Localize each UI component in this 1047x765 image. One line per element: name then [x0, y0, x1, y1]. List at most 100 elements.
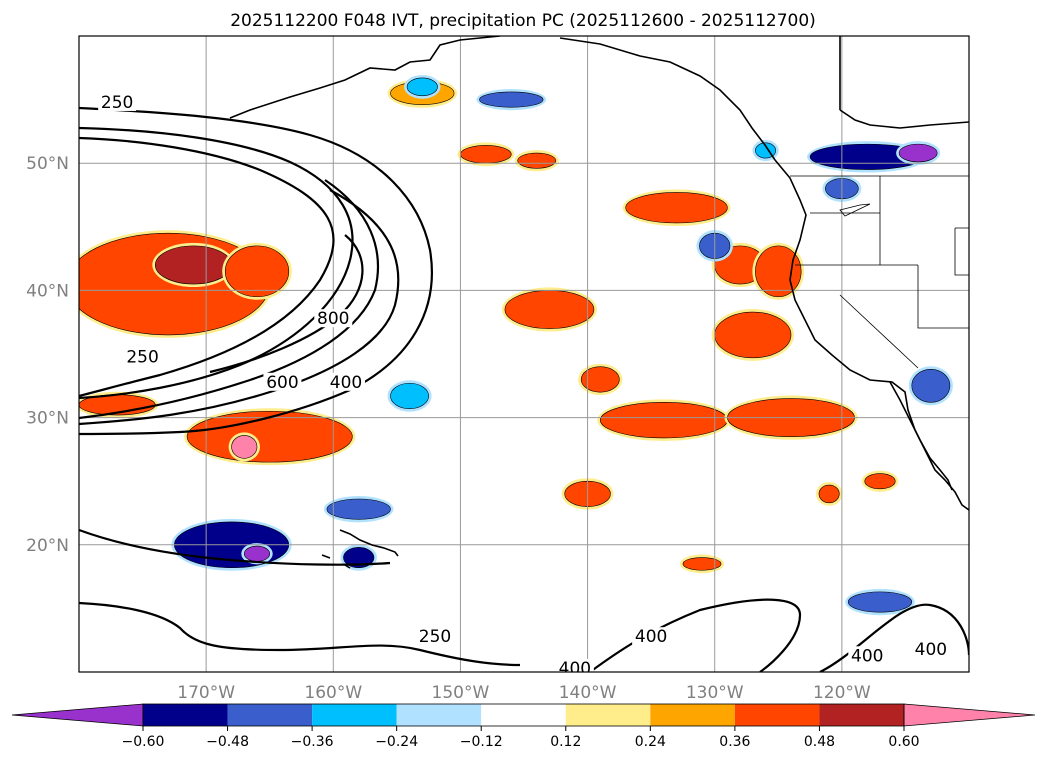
precip-anomaly-region	[911, 368, 951, 403]
precip-anomaly-region	[599, 402, 728, 439]
precip-anomaly-region	[460, 145, 512, 164]
ivt-contour-labels: 250 250 600 400 800 250 400 400 400 400	[98, 92, 950, 679]
ivt-contour-label: 400	[559, 659, 591, 679]
ivt-inner	[79, 189, 400, 426]
colorbar-tick-label: 0.48	[804, 734, 835, 750]
contour-label-backing	[848, 646, 887, 665]
colorbar-tick-label: 0.36	[719, 734, 750, 750]
ivt-contour-label: 600	[266, 373, 298, 393]
latitude-labels: 20°N 30°N 40°N 50°N	[26, 154, 69, 556]
lon-tick-label: 120°W	[813, 683, 871, 703]
precip-anomaly-region	[714, 311, 792, 359]
graticule	[79, 36, 969, 672]
precip-anomaly-region	[224, 245, 290, 298]
ivt-250-outer-west	[79, 126, 354, 400]
north-america-coastline	[774, 159, 969, 511]
precip-anomaly-region	[755, 245, 802, 298]
colorbar-tick-label: 0.12	[550, 734, 581, 750]
lon-tick-label: 140°W	[559, 683, 617, 703]
ivt-250-south	[79, 528, 969, 672]
contour-label-backing	[263, 372, 302, 391]
precip-anomaly-region	[231, 435, 258, 459]
colorbar-tick-label: −0.60	[122, 734, 165, 750]
lat-tick-label: 40°N	[26, 281, 69, 301]
precip-anomaly-region	[243, 545, 271, 562]
colorbar-segment	[227, 704, 313, 726]
precip-anomaly-region	[818, 484, 840, 504]
colorbar-segment	[481, 704, 566, 726]
ivt-400	[79, 136, 335, 398]
contour-label-backing	[98, 92, 137, 111]
ivt-contour-label: 800	[317, 309, 349, 329]
lat-tick-label: 20°N	[26, 536, 69, 556]
contour-label-backing	[416, 627, 454, 646]
precip-anomaly-region	[406, 77, 438, 97]
precip-anomaly-region	[343, 547, 375, 568]
lon-tick-label: 160°W	[304, 683, 362, 703]
colorbar-extend-max	[903, 703, 1036, 727]
precip-anomaly-region	[186, 410, 353, 463]
colorbar-tick-label: −0.24	[375, 734, 418, 750]
map-frame	[78, 35, 970, 673]
ivt-contour-label: 250	[101, 93, 133, 113]
precip-anomaly-region	[847, 591, 913, 613]
precip-anomaly-region	[326, 498, 391, 520]
colorbar-tick-label: −0.48	[206, 734, 249, 750]
precip-anomaly-region	[682, 557, 722, 571]
lat-tick-label: 50°N	[26, 154, 69, 174]
colorbar-tick-label: 0.24	[635, 734, 666, 750]
canada-coastline	[839, 36, 969, 129]
colorbar-tick-label: −0.12	[460, 734, 503, 750]
lon-tick-label: 130°W	[686, 683, 744, 703]
colorbar-segment	[312, 704, 397, 726]
colorbar-segment	[143, 704, 228, 726]
colorbar-segment	[650, 704, 735, 726]
map-background	[79, 36, 969, 672]
precip-anomaly-region	[864, 473, 896, 490]
ivt-contour-label: 400	[851, 646, 883, 666]
precip-anomaly-region	[390, 382, 429, 409]
colorbar-segment	[396, 704, 482, 726]
lat-tick-label: 30°N	[26, 409, 69, 429]
longitude-labels: 170°W 160°W 150°W 140°W 130°W 120°W	[177, 683, 871, 703]
lon-tick-label: 170°W	[177, 683, 235, 703]
precip-anomaly-region	[580, 366, 620, 393]
precip-anomaly-region	[504, 290, 595, 329]
colorbar-extend-min	[11, 703, 144, 727]
baja-coastline	[889, 381, 953, 491]
colorbar-segment	[819, 704, 904, 726]
colorbar-tick-label: −0.36	[291, 734, 334, 750]
ivt-600	[79, 179, 379, 420]
political-boundaries	[790, 175, 969, 369]
contour-label-backing	[327, 372, 365, 391]
state-borders	[795, 176, 969, 369]
precip-anomaly-region	[154, 245, 232, 285]
precip-anomaly-region	[898, 143, 938, 163]
lon-tick-label: 150°W	[432, 683, 490, 703]
contour-label-backing	[314, 309, 353, 328]
ivt-250-north	[79, 106, 433, 436]
map-area: 250 250 600 400 800 250 400 400 400 400	[79, 36, 969, 679]
contour-label-backing	[911, 639, 950, 658]
colorbar	[11, 703, 1036, 727]
ivt-contour-label: 250	[419, 627, 451, 647]
precipitation-anomaly-layer	[79, 74, 953, 616]
ivt-contour-label: 400	[330, 373, 362, 393]
colorbar-tick-label: 0.60	[888, 734, 919, 750]
colorbar-segment	[565, 704, 651, 726]
ivt-contour-label: 250	[126, 347, 158, 367]
precip-anomaly-region	[517, 152, 557, 169]
colorbar-tick-labels: −0.60 −0.48 −0.36 −0.24 −0.12 0.12 0.24 0.36 0.4…	[122, 726, 920, 750]
contour-label-backing	[632, 627, 671, 646]
contour-label-backing	[123, 347, 162, 366]
precip-anomaly-region	[625, 192, 728, 224]
ivt-contour-label: 400	[915, 640, 947, 660]
lake-outline	[839, 203, 871, 217]
alaska-coastline	[229, 36, 776, 161]
chart-title: 2025112200 F048 IVT, precipitation PC (2…	[230, 11, 816, 31]
colorbar-segment	[734, 704, 820, 726]
contour-label-backing	[555, 659, 594, 672]
precip-anomaly-region	[479, 91, 544, 108]
coastlines	[229, 36, 969, 569]
